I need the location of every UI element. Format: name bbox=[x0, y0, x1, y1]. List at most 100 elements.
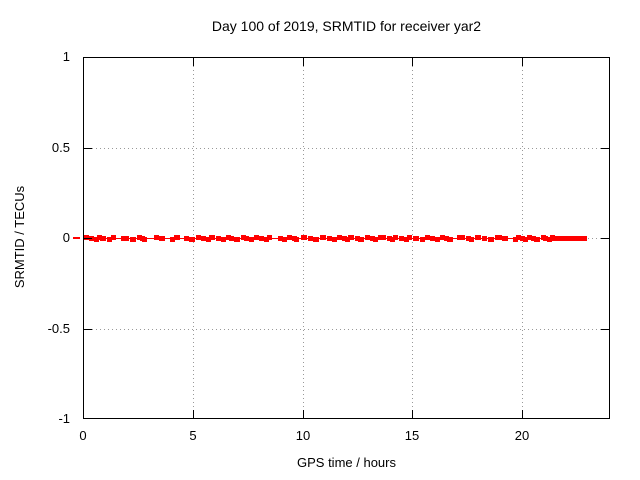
data-point-run bbox=[332, 237, 337, 242]
data-point-run bbox=[502, 236, 508, 241]
data-point-run bbox=[425, 235, 430, 240]
data-point-run bbox=[154, 235, 159, 240]
data-point-run bbox=[264, 237, 269, 242]
data-point-run bbox=[97, 235, 102, 240]
data-point-run bbox=[94, 237, 99, 242]
data-point-run bbox=[523, 237, 528, 242]
x-tick-label: 5 bbox=[189, 428, 197, 443]
data-point-run bbox=[513, 237, 518, 242]
data-point-run bbox=[373, 237, 378, 242]
y-tick-right bbox=[601, 329, 609, 330]
y-tick-right bbox=[601, 148, 609, 149]
x-axis-label: GPS time / hours bbox=[297, 455, 396, 470]
data-point-run bbox=[229, 236, 234, 241]
data-point-run bbox=[543, 236, 548, 241]
data-point-run bbox=[84, 235, 89, 240]
y-tick-label: -1 bbox=[58, 411, 70, 426]
data-point-run bbox=[358, 237, 364, 242]
data-point-run bbox=[440, 235, 445, 240]
data-point-run bbox=[488, 237, 494, 242]
data-point-run bbox=[282, 237, 287, 242]
data-point-run bbox=[170, 237, 175, 242]
x-tick-label: 20 bbox=[514, 428, 530, 443]
data-point-run bbox=[294, 237, 299, 242]
data-point-run bbox=[337, 235, 342, 240]
data-point-run bbox=[348, 235, 354, 240]
data-point-run bbox=[249, 237, 254, 242]
data-point-run bbox=[469, 237, 474, 242]
data-point-run bbox=[234, 237, 240, 242]
data-point-run bbox=[447, 237, 453, 242]
data-point-run bbox=[531, 236, 536, 241]
data-point-run bbox=[430, 236, 435, 241]
y-tick-left bbox=[84, 238, 92, 239]
data-point-run bbox=[404, 237, 409, 242]
data-point-run bbox=[393, 235, 398, 240]
plot-border bbox=[83, 57, 610, 419]
data-point-run bbox=[221, 237, 226, 242]
x-tick-top bbox=[522, 58, 523, 66]
data-point-run bbox=[159, 236, 165, 241]
data-point-run bbox=[196, 235, 201, 240]
data-point-run bbox=[184, 236, 189, 241]
data-point-run bbox=[201, 236, 206, 241]
data-point-run bbox=[111, 235, 116, 240]
data-point-run bbox=[420, 237, 425, 242]
x-tick-label: 0 bbox=[79, 428, 87, 443]
data-point-run bbox=[475, 235, 481, 240]
data-point-run bbox=[345, 237, 350, 242]
data-point-run bbox=[365, 235, 370, 240]
data-point-run bbox=[174, 235, 180, 240]
data-point-run bbox=[142, 237, 147, 242]
x-tick-top bbox=[412, 58, 413, 66]
data-point-run bbox=[466, 236, 471, 241]
y-tick-label: 0 bbox=[62, 230, 70, 245]
data-point-run bbox=[457, 235, 465, 240]
x-tick-label: 10 bbox=[295, 428, 311, 443]
data-point-run bbox=[313, 237, 319, 242]
y-tick-right bbox=[601, 238, 609, 239]
data-point-run bbox=[399, 236, 404, 241]
data-point-run bbox=[547, 237, 552, 242]
data-point-run bbox=[308, 236, 313, 241]
data-point-run bbox=[259, 236, 264, 241]
data-point-run bbox=[355, 236, 360, 241]
data-point-run bbox=[209, 235, 215, 240]
data-point-run bbox=[516, 235, 521, 240]
data-point-run bbox=[320, 235, 326, 240]
data-point-run bbox=[370, 236, 375, 241]
x-tick-bottom bbox=[522, 410, 523, 418]
data-point-run bbox=[327, 236, 332, 241]
data-point-run bbox=[413, 236, 419, 241]
data-point-run bbox=[216, 236, 221, 241]
y-tick-label: 1 bbox=[62, 49, 70, 64]
data-point-run bbox=[189, 237, 195, 242]
data-point-run bbox=[100, 236, 106, 241]
data-point-run bbox=[387, 236, 392, 241]
data-point-run bbox=[301, 235, 307, 240]
data-point-run bbox=[241, 235, 246, 240]
data-point-run bbox=[435, 237, 440, 242]
data-point-run bbox=[482, 236, 487, 241]
data-point-run bbox=[495, 235, 502, 240]
data-point-run bbox=[520, 236, 525, 241]
x-tick-bottom bbox=[412, 410, 413, 418]
data-point-run bbox=[552, 236, 587, 241]
data-point-run bbox=[444, 236, 449, 241]
data-point-run bbox=[226, 235, 231, 240]
data-point-run bbox=[244, 236, 249, 241]
y-gridline bbox=[84, 148, 609, 149]
chart-title: Day 100 of 2019, SRMTID for receiver yar… bbox=[211, 18, 482, 34]
data-point-run bbox=[254, 235, 259, 240]
y-tick-label: 0.5 bbox=[51, 140, 70, 155]
y-tick-left bbox=[84, 329, 92, 330]
y-tick-label: -0.5 bbox=[47, 321, 70, 336]
data-point-run bbox=[527, 235, 532, 240]
data-point-run bbox=[378, 235, 386, 240]
x-tick-label: 15 bbox=[404, 428, 420, 443]
data-point-run bbox=[137, 235, 142, 240]
x-tick-bottom bbox=[193, 410, 194, 418]
y-gridline bbox=[84, 329, 609, 330]
data-point-run bbox=[534, 237, 540, 242]
